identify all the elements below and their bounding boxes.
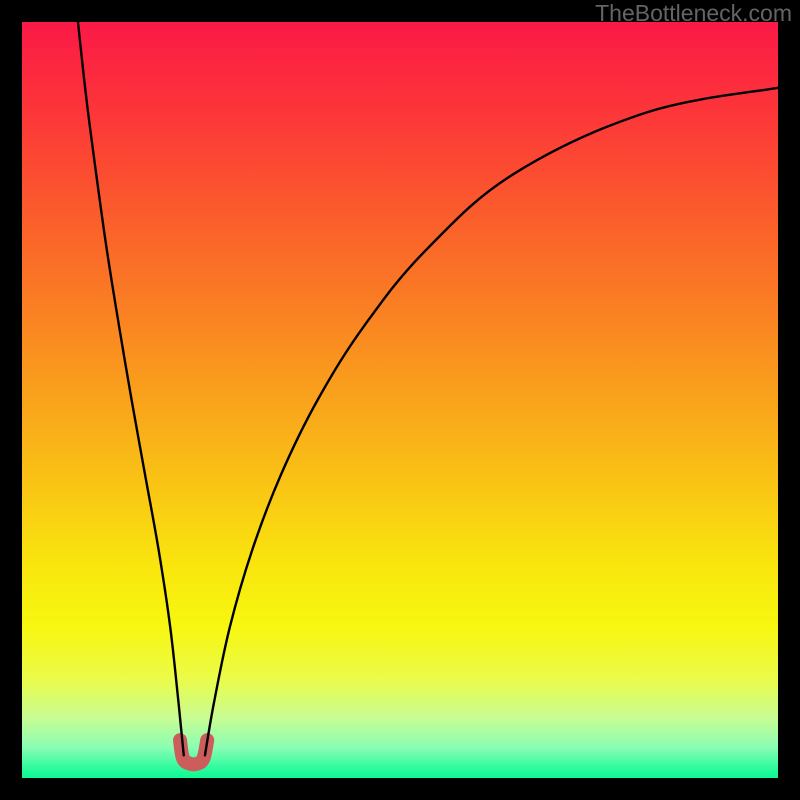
gradient-background xyxy=(22,22,778,778)
chart-svg xyxy=(0,0,800,800)
attribution-watermark: TheBottleneck.com xyxy=(595,0,792,27)
bottleneck-chart: TheBottleneck.com xyxy=(0,0,800,800)
